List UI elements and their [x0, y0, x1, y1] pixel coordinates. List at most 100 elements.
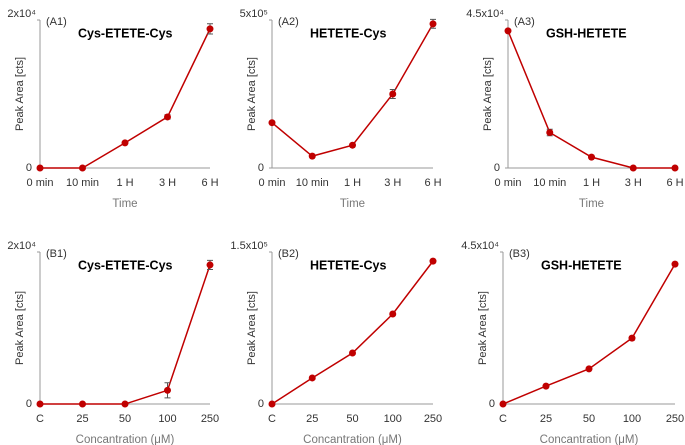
data-line — [271, 23, 434, 157]
x-tick-label: 6 H — [666, 177, 683, 189]
panel-label: (B2) — [278, 248, 299, 260]
x-tick-label: 25 — [306, 413, 318, 425]
x-tick-label: 3 H — [159, 177, 176, 189]
panel-title: HETETE-Cys — [310, 26, 386, 40]
data-point — [585, 365, 593, 373]
y-tick-label: 0 — [26, 398, 32, 410]
data-point — [671, 260, 679, 268]
y-tick-label: 2x10⁴ — [7, 8, 36, 20]
y-tick-label: 0 — [258, 162, 264, 174]
x-tick-label: 50 — [119, 413, 131, 425]
data-line — [40, 28, 211, 169]
x-tick-label: 1 H — [116, 177, 133, 189]
x-tick-label: C — [268, 413, 276, 425]
data-point — [429, 257, 437, 265]
data-point — [121, 400, 129, 408]
data-point — [349, 349, 356, 357]
data-point — [389, 90, 397, 98]
data-point — [542, 382, 550, 390]
x-tick-label: 25 — [76, 413, 88, 425]
y-tick-label: 1.5x10⁵ — [230, 240, 268, 252]
x-axis-label: Time — [579, 198, 604, 210]
data-point — [268, 119, 276, 127]
data-point — [588, 153, 595, 161]
y-axis-label: Peak Area [cts] — [246, 57, 258, 131]
y-axis-label: Peak Area [cts] — [14, 291, 26, 365]
data-point — [389, 310, 397, 318]
x-tick-label: 50 — [346, 413, 358, 425]
data-point — [629, 164, 637, 172]
data-line — [502, 263, 676, 405]
panel-label: (A1) — [46, 16, 67, 28]
x-tick-label: 10 min — [66, 177, 99, 189]
panel-title: Cys-ETETE-Cys — [78, 258, 173, 272]
panel-label: (B3) — [509, 248, 530, 260]
data-point — [206, 25, 214, 33]
x-tick-label: 100 — [384, 413, 402, 425]
y-axis-label: Peak Area [cts] — [477, 291, 489, 365]
x-tick-label: 0 min — [27, 177, 54, 189]
panel-label: (A3) — [514, 16, 535, 28]
y-axis-label: Peak Area [cts] — [482, 57, 494, 131]
x-axis-label: Time — [340, 198, 365, 210]
data-point — [268, 400, 276, 408]
y-tick-label: 5x10⁵ — [240, 8, 268, 20]
data-point — [671, 164, 679, 172]
data-line — [507, 30, 675, 169]
data-point — [121, 139, 129, 147]
data-line — [271, 260, 434, 405]
data-point — [36, 400, 44, 408]
x-tick-label: C — [499, 413, 507, 425]
x-tick-label: 50 — [583, 413, 595, 425]
data-point — [164, 113, 171, 121]
y-tick-label: 0 — [489, 398, 495, 410]
x-tick-label: 6 H — [424, 177, 441, 189]
panel-title: Cys-ETETE-Cys — [78, 26, 173, 40]
x-tick-label: 6 H — [201, 177, 218, 189]
x-tick-label: 0 min — [495, 177, 522, 189]
x-tick-label: 3 H — [384, 177, 401, 189]
data-point — [349, 141, 356, 149]
data-line — [40, 264, 211, 405]
x-tick-label: 0 min — [259, 177, 286, 189]
y-axis-label: Peak Area [cts] — [14, 57, 26, 131]
y-tick-label: 0 — [258, 398, 264, 410]
panel-label: (B1) — [46, 248, 67, 260]
y-tick-label: 0 — [494, 162, 500, 174]
x-axis-label: Time — [112, 198, 137, 210]
data-point — [504, 27, 512, 35]
data-point — [546, 128, 554, 136]
x-axis-label: Concantration (μM) — [76, 434, 175, 445]
x-tick-label: 25 — [540, 413, 552, 425]
data-point — [206, 261, 214, 269]
data-point — [79, 400, 86, 408]
data-point — [36, 164, 44, 172]
x-tick-label: 100 — [158, 413, 176, 425]
x-tick-label: 10 min — [296, 177, 329, 189]
data-point — [499, 400, 507, 408]
x-tick-label: C — [36, 413, 44, 425]
x-tick-label: 3 H — [625, 177, 642, 189]
x-tick-label: 10 min — [533, 177, 566, 189]
data-point — [79, 164, 86, 172]
panel-title: GSH-HETETE — [546, 26, 627, 40]
x-tick-label: 100 — [623, 413, 641, 425]
panel-title: HETETE-Cys — [310, 258, 386, 272]
x-tick-label: 1 H — [583, 177, 600, 189]
data-point — [308, 374, 316, 382]
data-point — [628, 334, 636, 342]
panel-label: (A2) — [278, 16, 299, 28]
x-tick-label: 1 H — [344, 177, 361, 189]
x-tick-label: 250 — [201, 413, 219, 425]
x-tick-label: 250 — [424, 413, 442, 425]
y-tick-label: 2x10⁴ — [7, 240, 36, 252]
x-axis-label: Concantration (μM) — [303, 434, 402, 445]
x-axis-label: Concantration (μM) — [540, 434, 639, 445]
y-tick-label: 4.5x10⁴ — [466, 8, 504, 20]
y-tick-label: 0 — [26, 162, 32, 174]
data-point — [164, 386, 171, 394]
data-point — [429, 20, 437, 28]
panel-title: GSH-HETETE — [541, 258, 622, 272]
x-tick-label: 250 — [666, 413, 684, 425]
